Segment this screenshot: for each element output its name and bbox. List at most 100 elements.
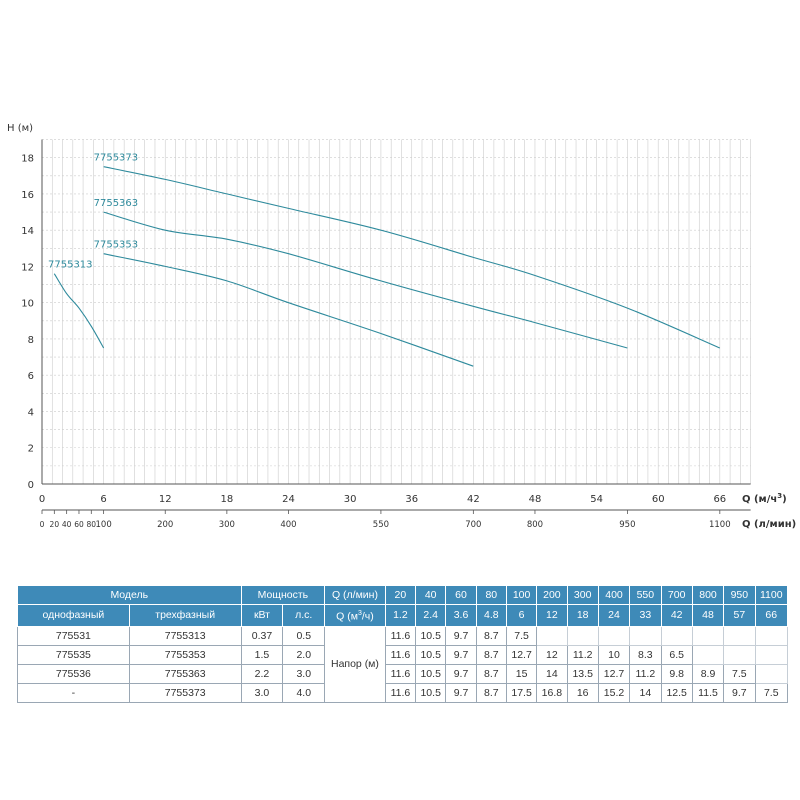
x2-tick-label: 60 [74,520,84,529]
header-single-phase: однофазный [17,604,130,627]
y-tick-label: 4 [28,407,34,418]
x2-tick-label: 20 [50,520,60,529]
y-tick-label: 18 [21,154,34,165]
header-flow-m3h: 33 [629,604,662,627]
cell-head-value: 6.5 [660,644,693,665]
chart-grid [42,139,751,484]
header-flow-m3h: 42 [660,604,693,627]
cell-head-value: 15 [505,663,538,684]
cell-power-hp: 4.0 [282,682,326,703]
header-flow-lmin: 200 [536,585,568,605]
cell-head-value: 12.5 [660,682,693,703]
cell-power-kw: 1.5 [240,644,284,665]
y-tick-label: 10 [21,299,34,310]
header-flow-m3h: 57 [723,604,756,627]
header-flow-m3h: 48 [691,604,725,627]
cell-head-value [691,625,725,646]
cell-power-kw: 0.37 [240,625,284,646]
y-tick-label: 14 [21,226,34,237]
cell-head-value: 8.7 [475,644,507,665]
cell-head-value: 9.7 [723,682,756,703]
cell-head-value: 9.7 [445,663,477,684]
header-flow-m3h: 24 [597,604,631,627]
header-three-phase: трехфазный [128,604,242,627]
cell-head-value: 12.7 [505,644,538,665]
table-header-row-1: Модель Мощность Q (л/мин) 20 40 60 80 10… [17,585,788,605]
header-flow-lmin: 800 [691,585,725,605]
cell-head-value: 15.2 [597,682,631,703]
header-flow-m3h: 6 [505,604,538,627]
cell-head-value: 12 [536,644,568,665]
x-tick-label: 42 [467,494,480,505]
header-flow-lmin: 1100 [754,585,788,605]
head-label-cell: Напор (м) [324,625,386,703]
x-tick-label: 18 [220,494,233,505]
x2-tick-label: 800 [527,520,543,530]
y-tick-label: 6 [28,371,34,382]
header-flow-lmin: 550 [629,585,662,605]
cell-head-value: 11.6 [384,625,417,646]
x2-tick-label: 1100 [709,520,731,530]
table-row: -7755373 3.0 4.0 11.6 10.5 9.7 8.7 17.5 16.8 16 15… [17,682,788,703]
x2-tick-label: 100 [96,520,112,530]
cell-head-value: 8.9 [691,663,725,684]
x-tick-label: 6 [100,494,106,505]
header-power: Мощность [240,585,326,605]
cell-head-value: 11.2 [566,644,599,665]
header-hp: л.с. [282,604,326,627]
cell-head-value: 10 [597,644,631,665]
cell-head-value [723,625,756,646]
cell-head-value [660,625,693,646]
cell-head-value: 10.5 [415,625,447,646]
cell-head-value: 16.8 [536,682,568,703]
x-tick-label: 48 [529,494,542,505]
y-tick-label: 2 [28,444,34,455]
y-tick-label: 12 [21,262,34,273]
cell-three-phase-model: 7755353 [128,644,242,665]
cell-head-value: 16 [566,682,599,703]
header-flow-lmin: 80 [475,585,507,605]
cell-head-value: 9.7 [445,682,477,703]
cell-head-value: 8.3 [629,644,662,665]
cell-head-value: 13.5 [566,663,599,684]
cell-head-value [629,625,662,646]
cell-head-value [597,625,631,646]
cell-single-phase-model: 775531 [17,625,130,646]
table-row: 775536 7755363 2.2 3.0 11.6 10.5 9.7 8.7 15 14 13.… [17,663,788,684]
x-tick-label: 24 [282,494,295,505]
table-row: 775535 7755353 1.5 2.0 11.6 10.5 9.7 8.7 12.7 12 1… [17,644,788,665]
cell-head-value [691,644,725,665]
header-q-lmin: Q (л/мин) [324,585,386,605]
series-label-7755313: 7755313 [48,260,93,271]
header-flow-m3h: 12 [536,604,568,627]
cell-single-phase-model: 775536 [17,663,130,684]
header-flow-lmin: 60 [445,585,477,605]
x2-tick-label: 950 [619,520,635,530]
header-flow-m3h: 18 [566,604,599,627]
x2-tick-label: 0 [40,520,45,529]
cell-head-value: 7.5 [505,625,538,646]
cell-power-hp: 2.0 [282,644,326,665]
series-label-7755373: 7755373 [94,153,139,164]
cell-head-value [754,663,788,684]
cell-head-value: 10.5 [415,682,447,703]
cell-head-value: 12.7 [597,663,631,684]
x2-tick-label: 300 [219,520,235,530]
x-tick-label: 12 [159,494,172,505]
table-header-row-2: однофазный трехфазный кВт л.с. Q (м3/ч) … [17,604,788,627]
header-flow-m3h: 3.6 [445,604,477,627]
cell-head-value [566,625,599,646]
series-line-7755313 [53,273,105,349]
cell-head-value: 11.2 [629,663,662,684]
x-tick-label: 0 [39,494,45,505]
cell-head-value: 17.5 [505,682,538,703]
header-kw: кВт [240,604,284,627]
header-flow-lmin: 40 [415,585,447,605]
cell-head-value: 11.6 [384,663,417,684]
cell-head-value: 7.5 [723,663,756,684]
header-q-m3h: Q (м3/ч) [324,604,386,627]
y-tick-label: 16 [21,190,34,201]
cell-head-value: 9.7 [445,644,477,665]
cell-head-value: 14 [536,663,568,684]
